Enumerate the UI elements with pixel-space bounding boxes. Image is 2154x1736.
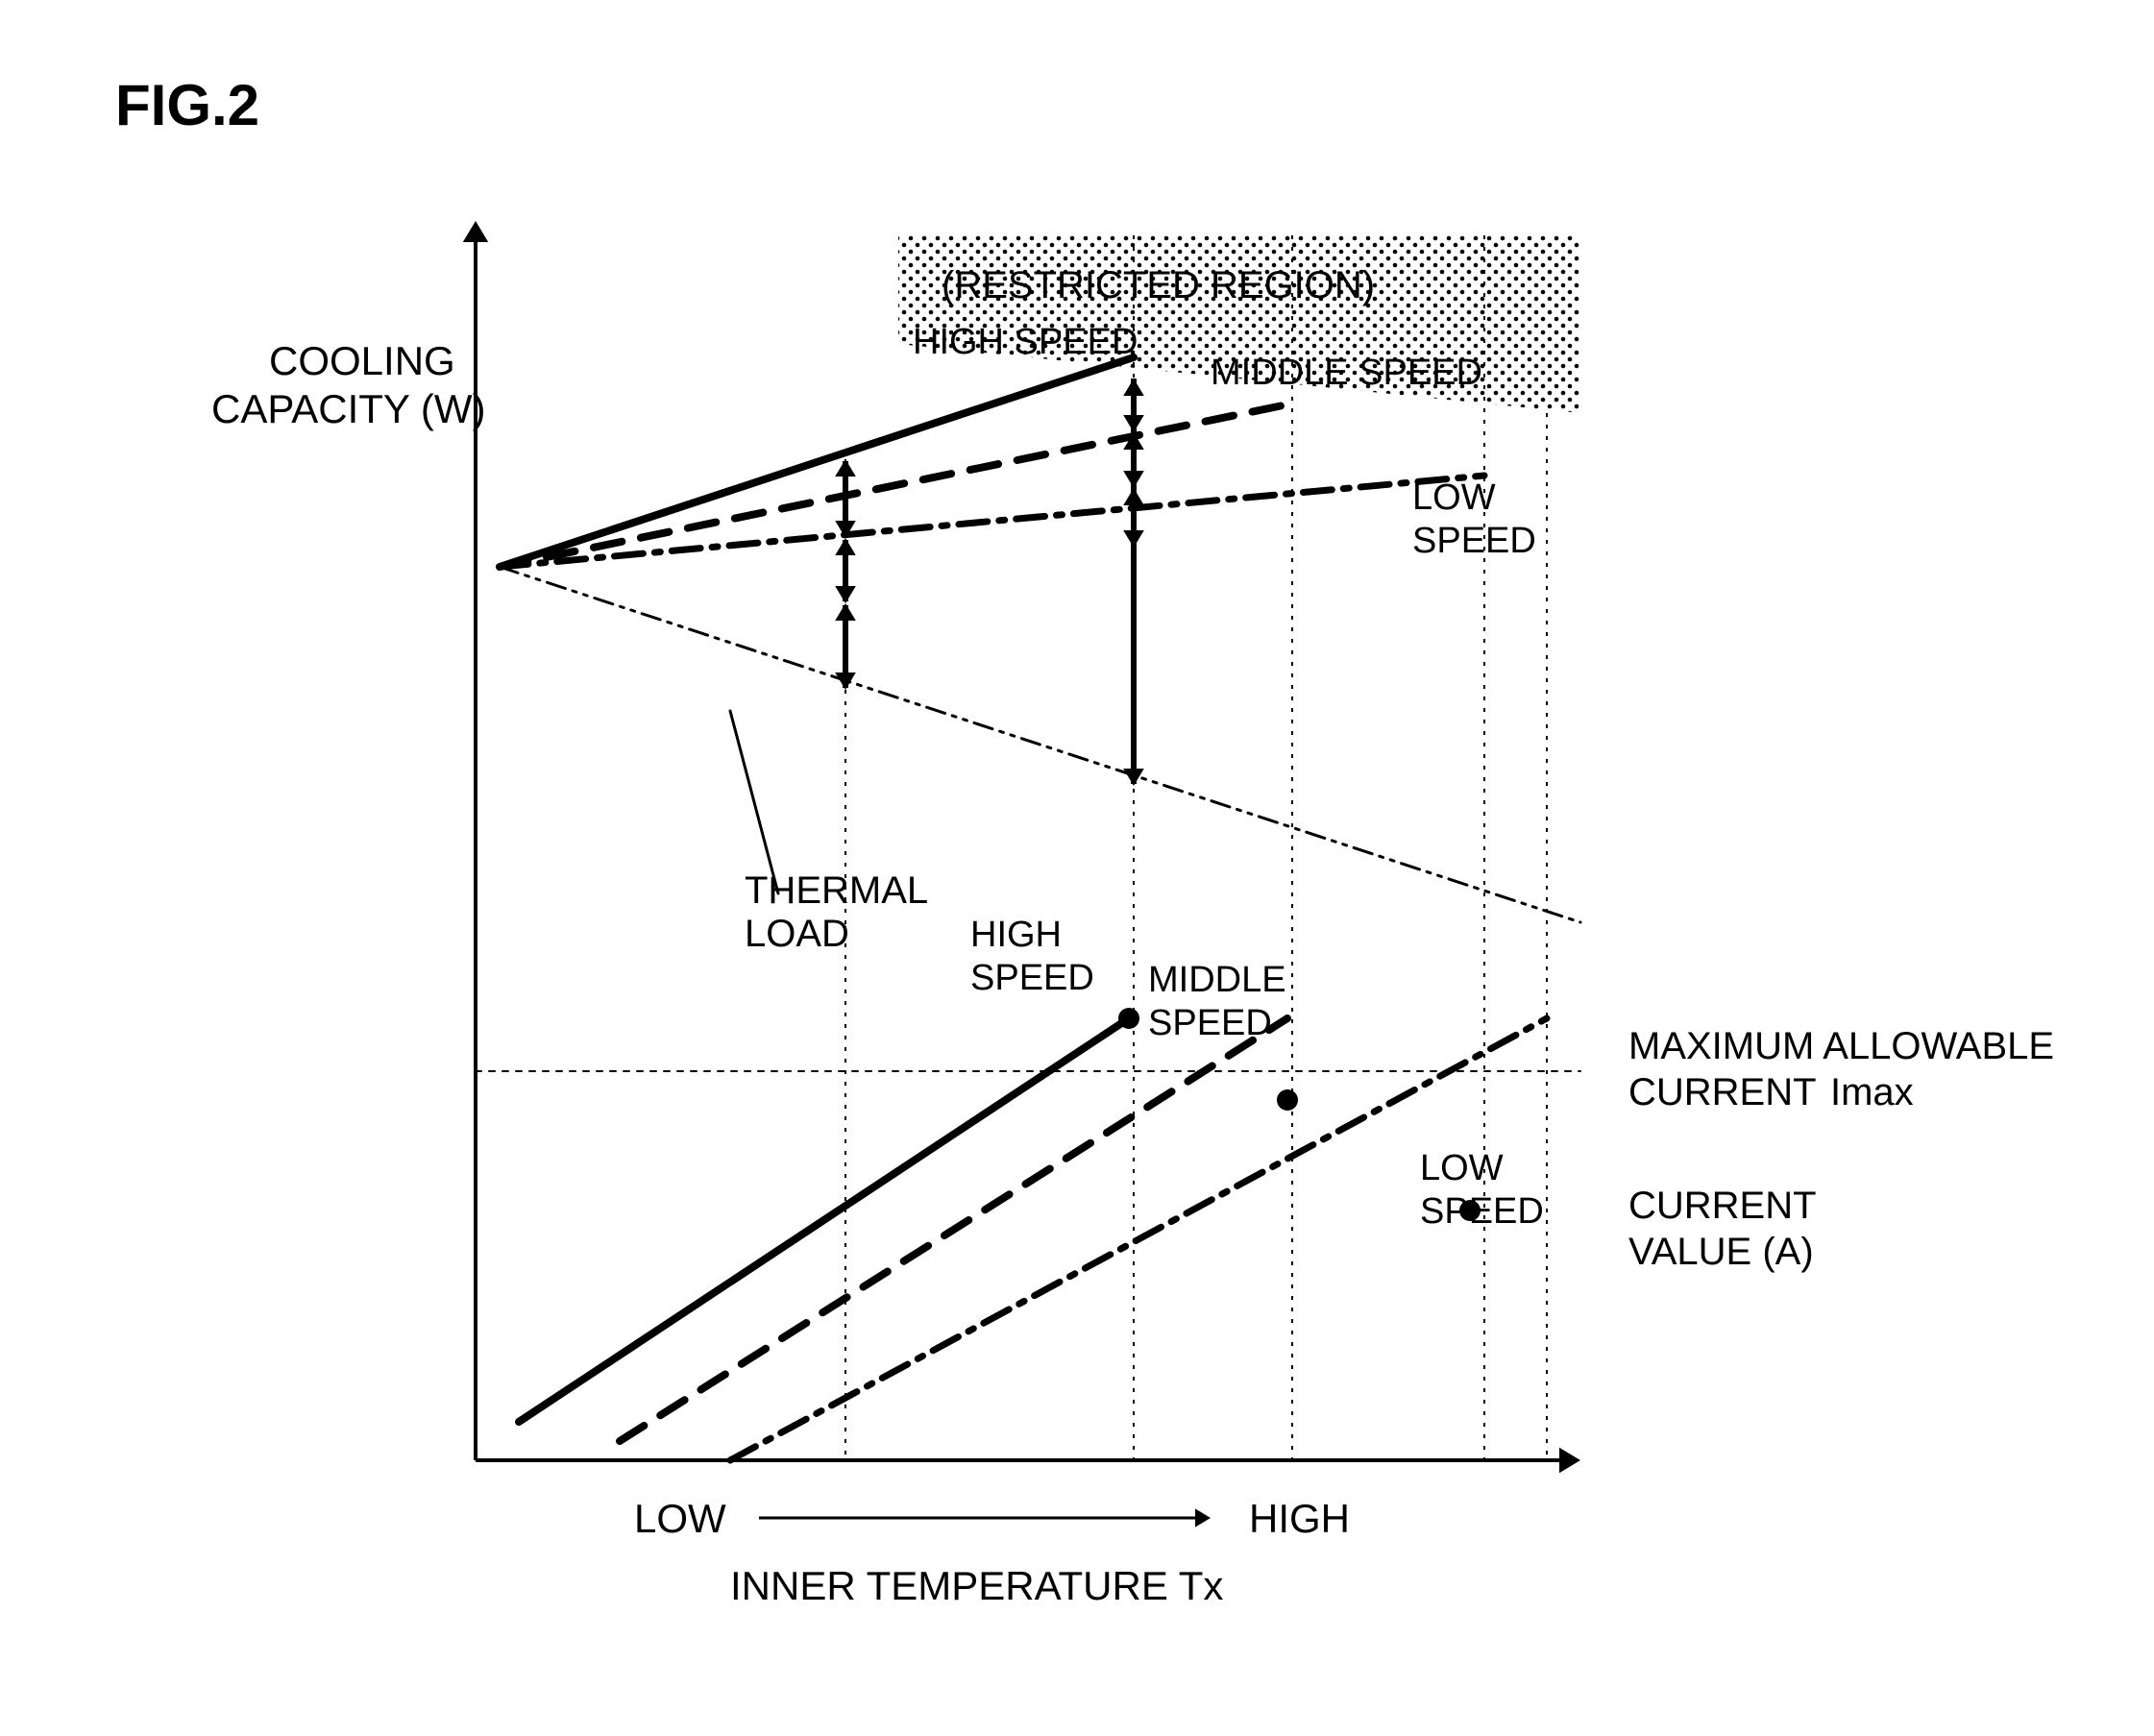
x-axis-label: INNER TEMPERATURE Tx <box>730 1563 1223 1608</box>
x-axis-high: HIGH <box>1249 1496 1350 1541</box>
current-value-label-2: VALUE (A) <box>1628 1231 1814 1273</box>
current-value-label-1: CURRENT <box>1628 1185 1817 1227</box>
lower-line-high-speed <box>519 1018 1129 1422</box>
restricted-region-label: (RESTRICTED REGION) <box>942 264 1375 306</box>
max-current-symbol: Imax <box>1830 1071 1914 1113</box>
mid-label-middle-1: MIDDLE <box>1148 960 1286 1000</box>
axes <box>463 221 1580 1473</box>
figure-stage: FIG.2 COOLING CAPACITY (W) (RESTRICTED R… <box>0 0 2154 1736</box>
diagram-svg: FIG.2 COOLING CAPACITY (W) (RESTRICTED R… <box>0 0 2154 1736</box>
mid-label-middle-2: SPEED <box>1148 1003 1272 1043</box>
mid-label-high-1: HIGH <box>970 915 1062 955</box>
lower-line-low-speed <box>730 1018 1547 1460</box>
upper-line-middle-speed <box>500 403 1292 567</box>
lower-line-middle-speed <box>620 1018 1287 1441</box>
figure-label: FIG.2 <box>115 73 259 137</box>
y-axis-label-2: CAPACITY (W) <box>211 386 485 431</box>
x-axis-low: LOW <box>634 1496 726 1541</box>
upper-label-low-speed-2: SPEED <box>1412 521 1536 561</box>
mid-label-high-2: SPEED <box>970 958 1094 998</box>
thermal-load-line <box>500 567 1580 922</box>
upper-label-high-speed: HIGH SPEED <box>913 322 1138 362</box>
lower-end-dot-high <box>1118 1008 1139 1029</box>
upper-label-middle-speed: MIDDLE SPEED <box>1211 353 1482 393</box>
thermal-load-label-2: LOAD <box>745 913 849 955</box>
y-axis-label-1: COOLING <box>269 338 455 383</box>
thermal-load-leader <box>730 711 778 893</box>
upper-label-low-speed-1: LOW <box>1412 477 1496 518</box>
x-range-arrow <box>759 1508 1211 1527</box>
max-current-label-2: CURRENT <box>1628 1071 1817 1113</box>
thermal-load-label-1: THERMAL <box>745 869 928 912</box>
mid-label-low-2: SPEED <box>1420 1191 1544 1232</box>
mid-label-low-1: LOW <box>1420 1148 1504 1188</box>
lower-end-dot-middle <box>1277 1089 1298 1111</box>
max-current-label-1: MAXIMUM ALLOWABLE <box>1628 1025 2054 1067</box>
